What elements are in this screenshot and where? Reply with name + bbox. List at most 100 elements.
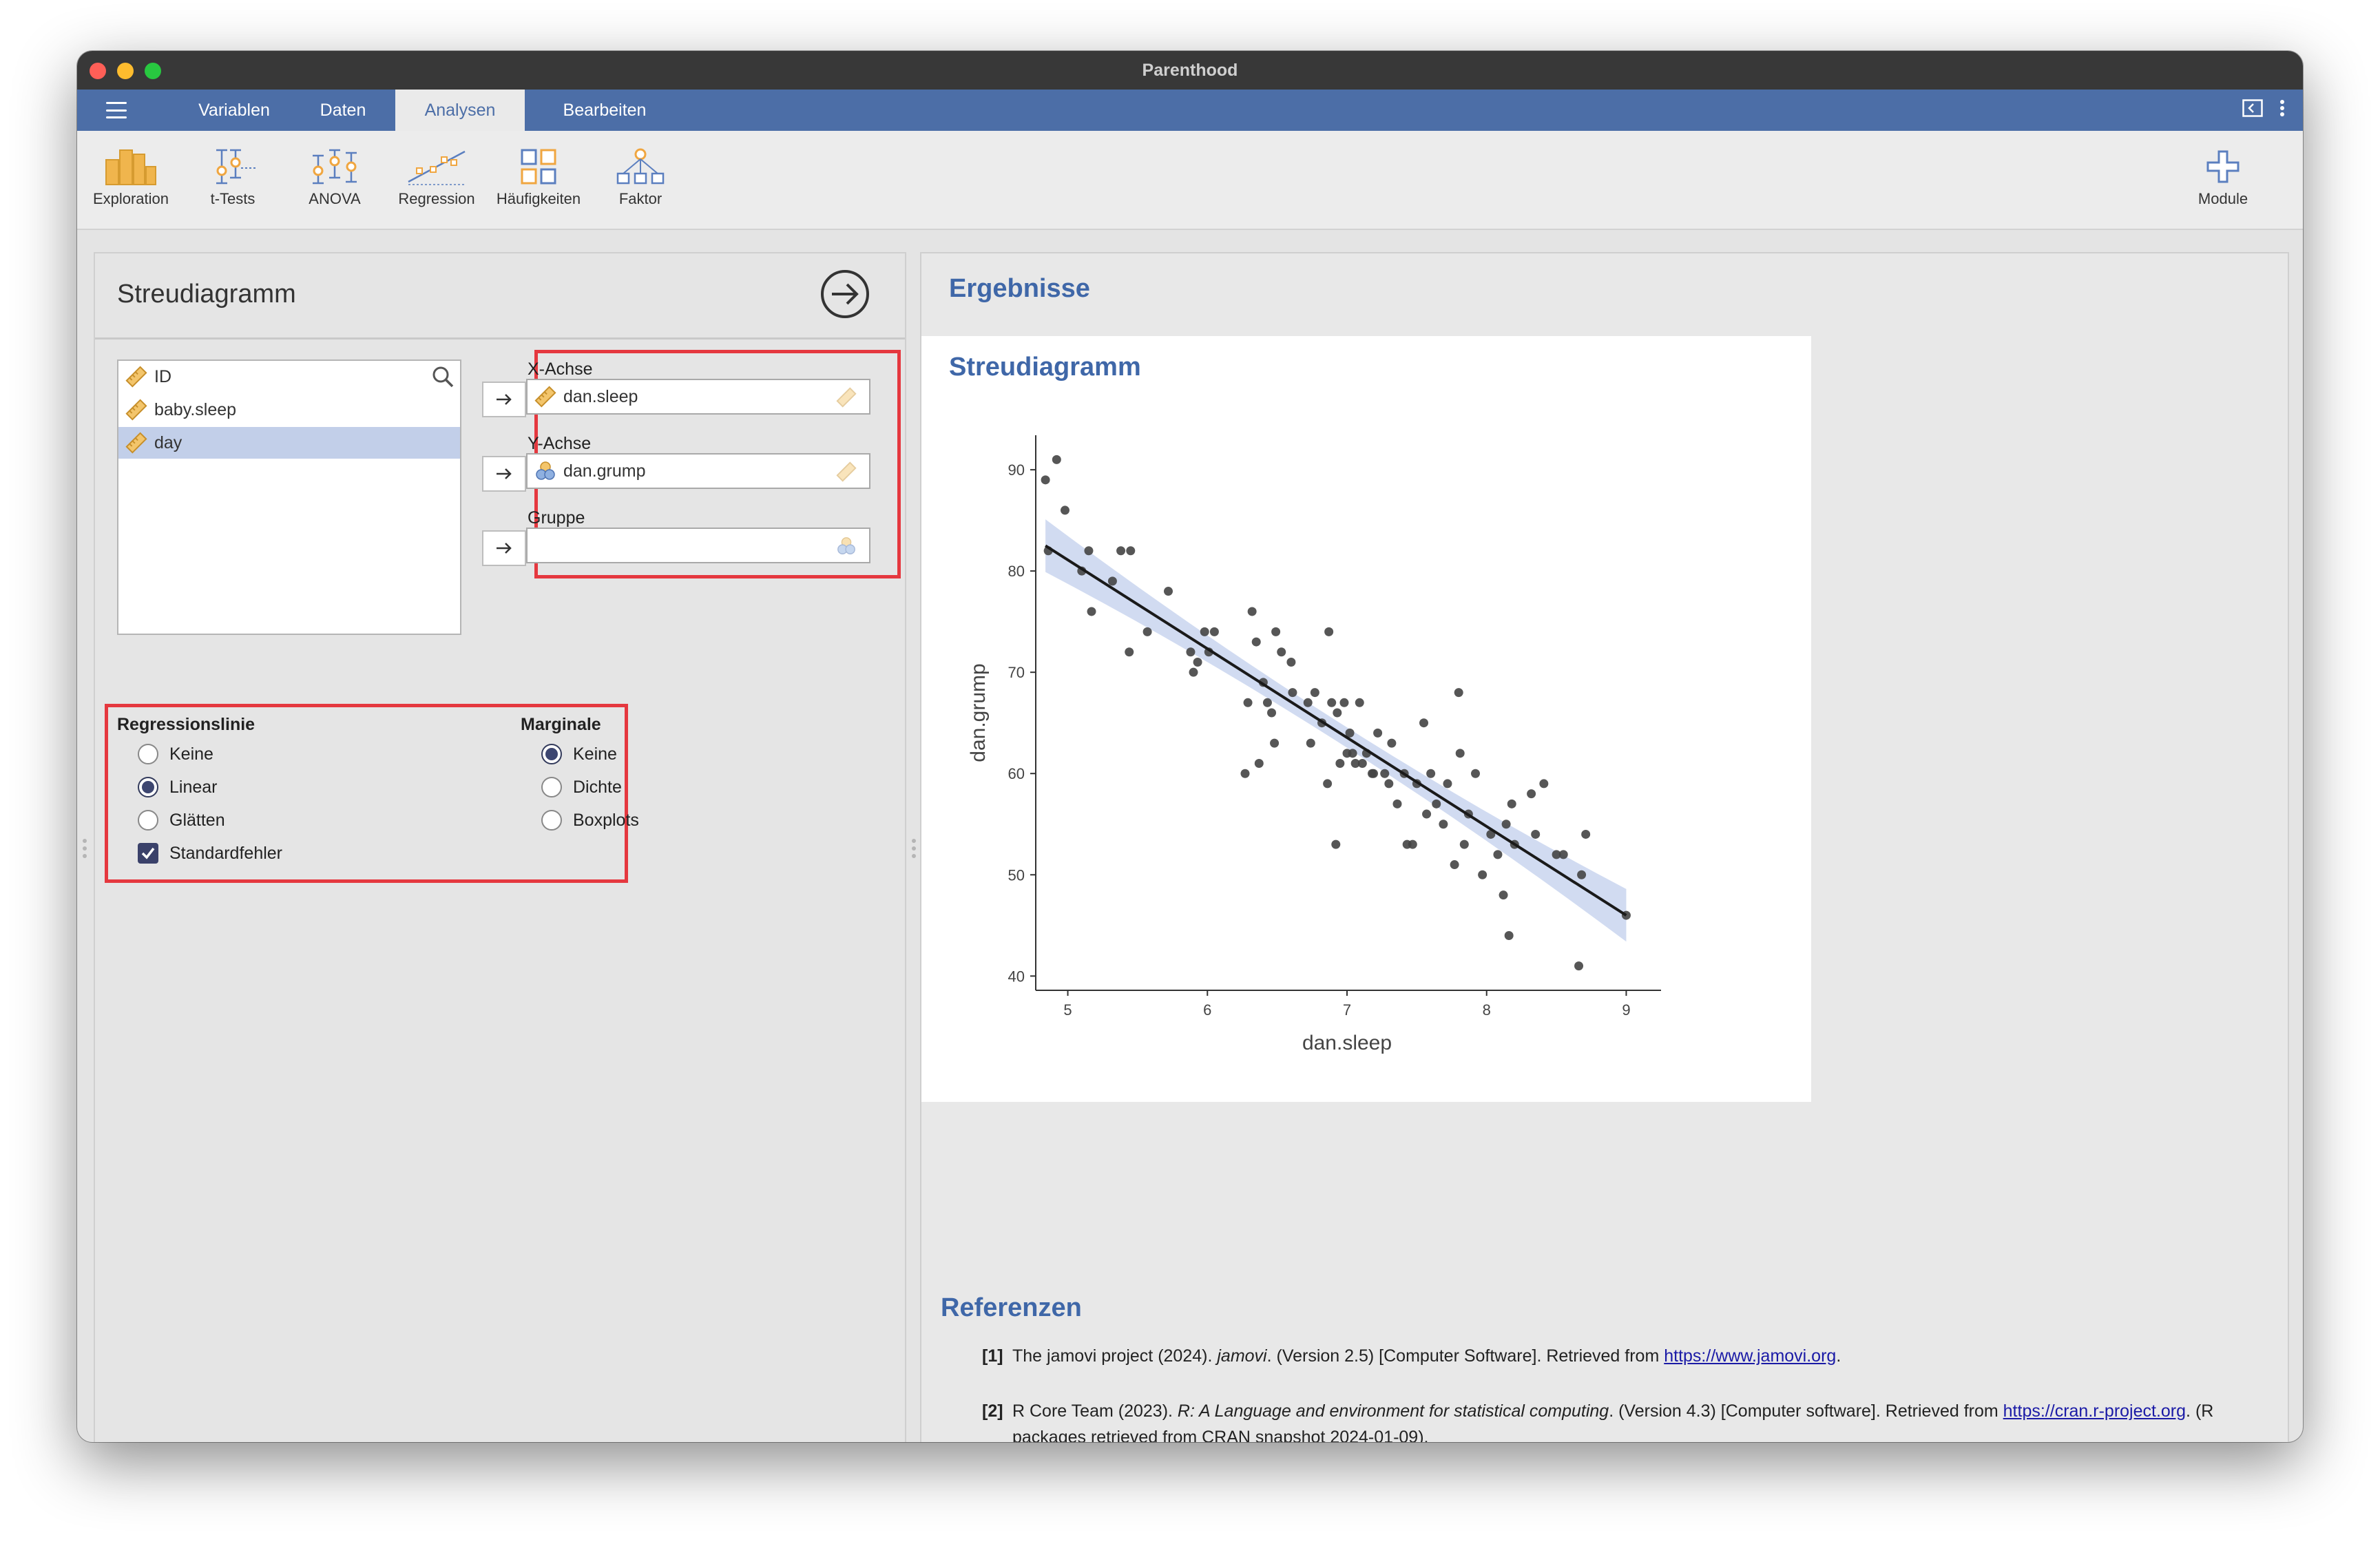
x-axis-label: X-Achse [528, 359, 593, 379]
reference-pre: R Core Team (2023). [1012, 1401, 1178, 1421]
x-tick-label: 7 [1343, 1001, 1351, 1019]
results-title: Ergebnisse [949, 274, 1090, 303]
ribbon-faktor[interactable]: Faktor [592, 138, 689, 220]
app-window: Parenthood Variablen Daten Analysen Bear… [77, 51, 2303, 1442]
data-point [1380, 769, 1390, 778]
data-point [1303, 698, 1313, 707]
radio-button-selected[interactable] [138, 777, 158, 797]
resize-handle-left[interactable] [83, 839, 87, 858]
data-point [1164, 587, 1173, 596]
data-point [1186, 647, 1196, 657]
scatterplot-result[interactable]: Streudiagramm 40 50 60 70 80 90 5 6 7 8 9 dan.sleep… [921, 336, 1811, 1102]
marginal-option-dichte[interactable]: Dichte [541, 777, 622, 797]
radio-button[interactable] [541, 777, 562, 797]
ribbon-label: Exploration [92, 190, 169, 207]
data-point [1041, 475, 1050, 485]
reference-text: R Core Team (2023). R: A Language and en… [1012, 1398, 2224, 1442]
y-axis-field[interactable]: dan.grump [526, 453, 870, 489]
radio-button[interactable] [138, 810, 158, 831]
group-field[interactable] [526, 528, 870, 563]
reference-post: . (Version 4.3) [Computer software]. Ret… [1609, 1401, 2003, 1421]
list-item[interactable]: day [118, 427, 460, 459]
options-panel: Streudiagramm ID baby.sleep day [83, 252, 916, 1442]
list-item[interactable]: ID [118, 361, 460, 393]
tab-bearbeiten[interactable]: Bearbeiten [537, 90, 672, 131]
ribbon-label: Regression [398, 190, 475, 207]
ribbon-haeufigkeiten[interactable]: Häufigkeiten [490, 138, 587, 220]
data-point [1333, 708, 1342, 718]
data-point [1142, 627, 1152, 636]
ribbon-exploration[interactable]: Exploration [83, 138, 179, 220]
data-point [1324, 627, 1334, 636]
variable-list[interactable]: ID baby.sleep day [117, 359, 461, 635]
x-axis-title: dan.sleep [1302, 1032, 1392, 1054]
marginal-option-keine[interactable]: Keine [541, 744, 617, 764]
reference-link[interactable]: https://www.jamovi.org [1664, 1346, 1837, 1366]
x-tick-label: 6 [1203, 1001, 1211, 1019]
y-tick-label: 40 [1008, 968, 1025, 985]
hamburger-menu-icon[interactable] [106, 102, 127, 118]
search-icon[interactable] [431, 365, 455, 388]
data-point [1339, 698, 1349, 707]
data-point [1432, 799, 1441, 808]
data-point [1277, 647, 1286, 657]
data-point [1270, 738, 1280, 748]
data-point [1439, 820, 1448, 829]
data-point [1306, 738, 1315, 748]
ruler-icon [125, 399, 147, 421]
tab-analysen[interactable]: Analysen [395, 90, 525, 131]
close-window-button[interactable] [90, 63, 106, 79]
tab-variablen[interactable]: Variablen [172, 90, 296, 131]
ribbon-regression[interactable]: Regression [388, 138, 485, 220]
data-point [1552, 850, 1561, 859]
exploration-icon [105, 149, 156, 185]
data-point [1501, 820, 1511, 829]
minimize-window-button[interactable] [117, 63, 134, 79]
reference-italic: jamovi [1217, 1346, 1267, 1366]
regression-option-keine[interactable]: Keine [138, 744, 213, 764]
data-point [1251, 637, 1261, 647]
radio-button[interactable] [541, 810, 562, 831]
tab-daten[interactable]: Daten [296, 90, 390, 131]
ribbon-anova[interactable]: ANOVA [286, 138, 383, 220]
checkbox-checked[interactable] [138, 843, 158, 864]
radio-button-selected[interactable] [541, 744, 562, 764]
more-options-icon[interactable] [2279, 99, 2285, 117]
factor-icon [616, 148, 665, 185]
regression-option-glaetten[interactable]: Glätten [138, 810, 225, 831]
data-point [1267, 708, 1277, 718]
regression-line-heading: Regressionslinie [117, 715, 255, 734]
data-point [1126, 546, 1136, 556]
move-to-x-axis-button[interactable] [482, 382, 526, 417]
move-to-group-button[interactable] [482, 530, 526, 566]
run-arrow-icon[interactable] [820, 269, 870, 320]
data-point [1189, 667, 1198, 677]
ruler-icon [125, 432, 147, 454]
regression-option-linear[interactable]: Linear [138, 777, 218, 797]
data-point [1193, 657, 1202, 667]
options-title: Streudiagramm [117, 280, 296, 309]
results-panel: Ergebnisse Streudiagramm 40 50 60 70 80 90 5 6 7… [920, 252, 2289, 1442]
data-point [1507, 799, 1516, 808]
panel-resize-handle[interactable] [912, 839, 916, 858]
option-label: Keine [573, 744, 617, 764]
ribbon-label: t-Tests [210, 190, 255, 207]
reference-link[interactable]: https://cran.r-project.org [2003, 1401, 2186, 1421]
radio-button[interactable] [138, 744, 158, 764]
x-axis-field[interactable]: dan.sleep [526, 379, 870, 415]
panel-toggle-icon[interactable] [2242, 99, 2263, 117]
maximize-window-button[interactable] [145, 63, 161, 79]
standard-error-option[interactable]: Standardfehler [138, 843, 282, 864]
ruler-type-icon [836, 461, 857, 482]
ribbon-t-tests[interactable]: t-Tests [185, 138, 281, 220]
marginal-option-boxplots[interactable]: Boxplots [541, 810, 639, 831]
window-controls [90, 63, 161, 79]
move-to-y-axis-button[interactable] [482, 456, 526, 492]
list-item[interactable]: baby.sleep [118, 394, 460, 426]
x-tick-label: 9 [1622, 1001, 1630, 1019]
y-tick-label: 60 [1008, 765, 1025, 782]
ribbon-label: Faktor [618, 190, 662, 207]
ribbon-modules[interactable]: Module [2175, 138, 2271, 220]
data-point [1348, 749, 1357, 758]
data-point [1209, 627, 1219, 636]
